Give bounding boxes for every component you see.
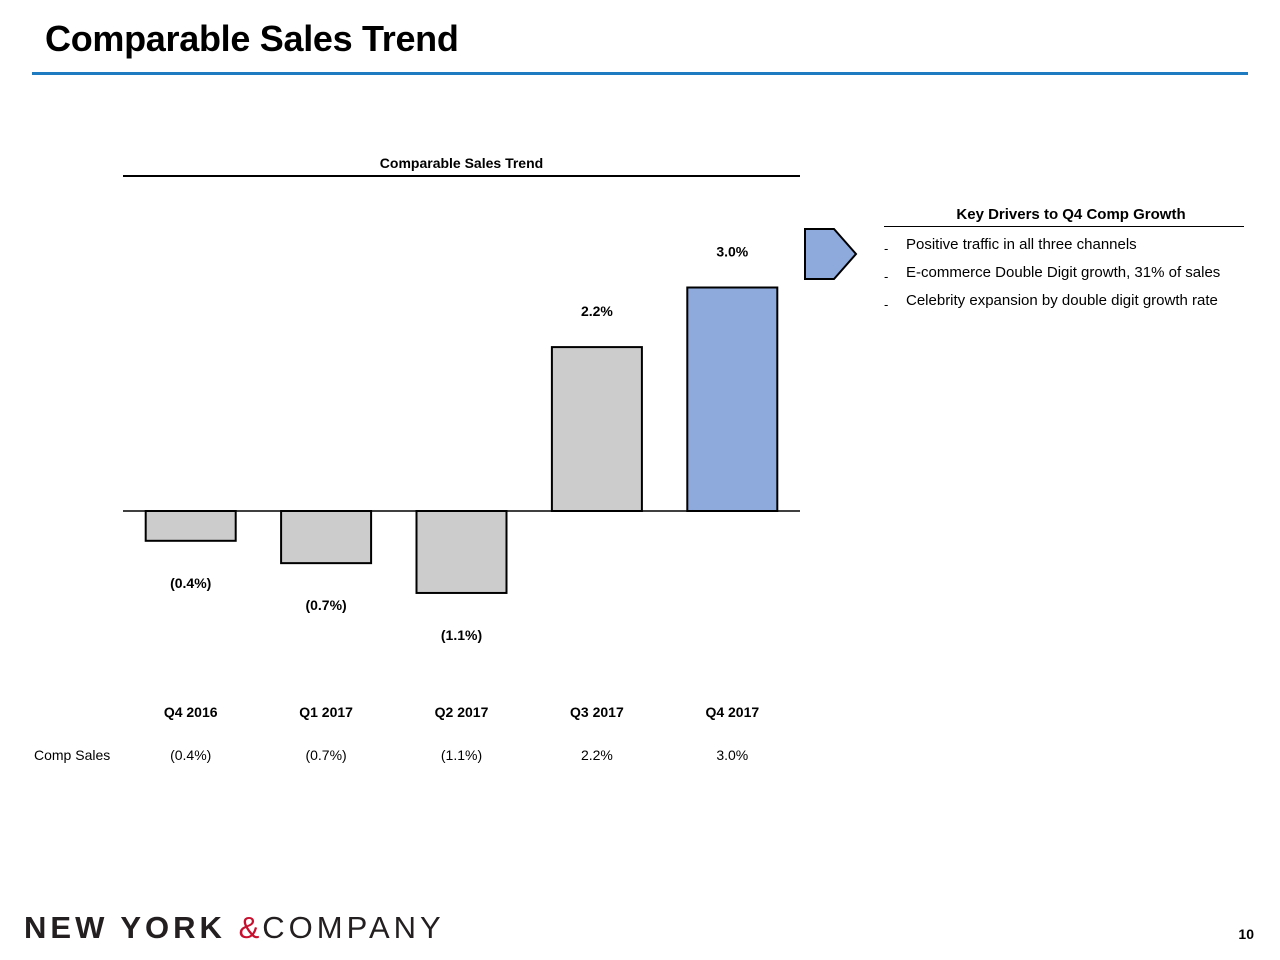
bar (415, 510, 508, 594)
data-label: 3.0% (716, 244, 748, 260)
callout-arrow-icon (804, 228, 858, 280)
row-value: (0.7%) (305, 747, 346, 763)
row-value: (1.1%) (441, 747, 482, 763)
row-value: 3.0% (716, 747, 748, 763)
bullet-dash: - (884, 297, 889, 312)
page-number: 10 (1238, 926, 1254, 942)
row-value: (0.4%) (170, 747, 211, 763)
category-label: Q4 2016 (164, 704, 218, 720)
bar (550, 346, 643, 512)
row-value: 2.2% (581, 747, 613, 763)
data-label: (1.1%) (441, 627, 482, 643)
logo-text-part1: NEW YORK (24, 910, 226, 945)
key-driver-item: - Celebrity expansion by double digit gro… (884, 291, 1244, 319)
key-driver-item: - Positive traffic in all three channels (884, 235, 1244, 263)
key-driver-item: - E-commerce Double Digit growth, 31% of … (884, 263, 1244, 291)
chart-title: Comparable Sales Trend (380, 155, 543, 171)
bullet-dash: - (884, 241, 889, 256)
key-drivers-panel: Key Drivers to Q4 Comp Growth - Positive … (884, 206, 1244, 319)
title-rule (32, 72, 1248, 75)
category-label: Q3 2017 (570, 704, 624, 720)
bar (280, 510, 373, 565)
slide-title: Comparable Sales Trend (45, 18, 459, 59)
category-label: Q4 2017 (705, 704, 759, 720)
data-label: (0.7%) (305, 597, 346, 613)
bar (686, 286, 779, 512)
category-label: Q2 2017 (435, 704, 489, 720)
category-label: Q1 2017 (299, 704, 353, 720)
data-label: 2.2% (581, 303, 613, 319)
logo-ampersand: & (238, 910, 263, 945)
company-logo: NEW YORK &COMPANY (24, 910, 445, 946)
bar (144, 510, 237, 542)
key-drivers-title: Key Drivers to Q4 Comp Growth (884, 206, 1244, 227)
logo-text-part2: COMPANY (262, 910, 445, 945)
row-label: Comp Sales (34, 747, 110, 763)
data-label: (0.4%) (170, 575, 211, 591)
key-drivers-list: - Positive traffic in all three channels … (884, 235, 1244, 319)
bullet-dash: - (884, 269, 889, 284)
